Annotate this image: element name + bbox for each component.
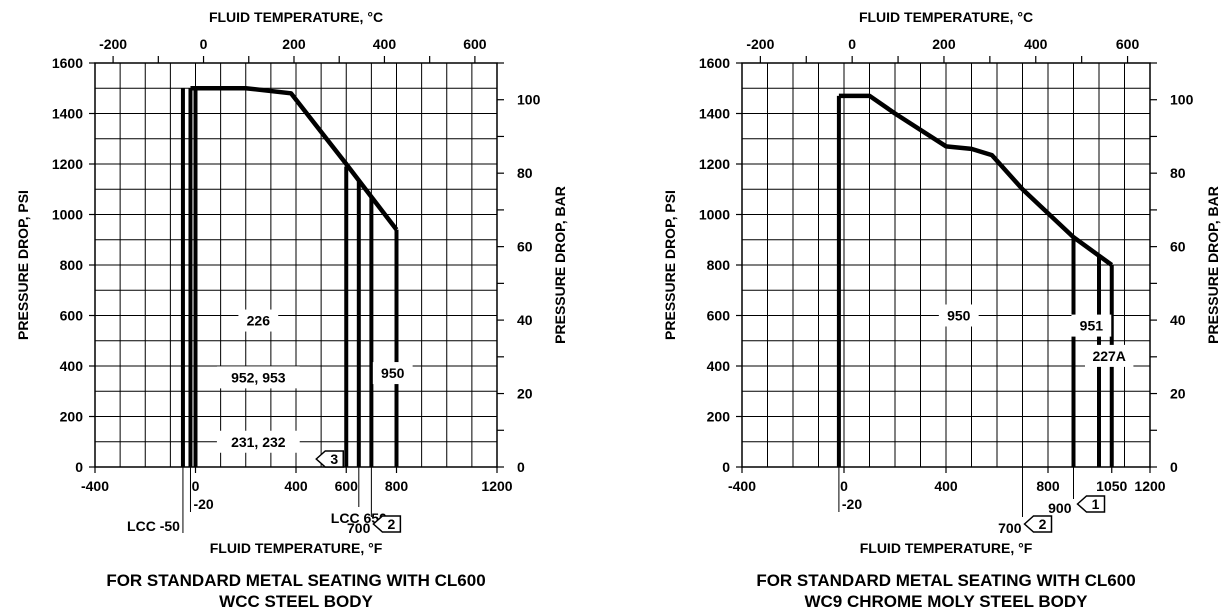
chart2-caption-line1: FOR STANDARD METAL SEATING WITH CL600 [756, 571, 1135, 590]
chart2-x-tick-label: 0 [840, 478, 848, 494]
chart2-y-tick-label: 400 [707, 358, 731, 374]
chart2-note-flag-number: 2 [1039, 516, 1047, 532]
chart1-region-label-bg [216, 366, 300, 389]
chart2-x-tick-label: 1200 [1134, 478, 1165, 494]
chart2-top-tick-label: -200 [746, 36, 774, 52]
chart1-top-tick-label: 600 [463, 36, 487, 52]
chart1-left-axis-title: PRESSURE DROP, PSI [15, 190, 31, 340]
chart2-bottom-axis-title: FLUID TEMPERATURE, °F [860, 540, 1033, 556]
chart2-x-tick-label: 800 [1036, 478, 1060, 494]
chart1-y-tick-label: 400 [60, 358, 84, 374]
chart1-bottom-axis-title: FLUID TEMPERATURE, °F [210, 540, 383, 556]
chart2-y-tick-label: 1200 [699, 156, 730, 172]
chart1-top-tick-label: 400 [373, 36, 397, 52]
chart2-y-tick-label: 1000 [699, 207, 730, 223]
chart2-right-axis-title: PRESSURE DROP, BAR [1205, 186, 1221, 344]
chart2-bar-tick-label: 80 [1170, 165, 1186, 181]
chart1-top-tick-label: -200 [99, 36, 127, 52]
chart2-region-label-bg [938, 304, 979, 327]
chart2-x-tick-label: 1050 [1096, 478, 1127, 494]
chart1-bar-tick-label: 40 [517, 312, 533, 328]
chart1-x-tick-label: 600 [335, 478, 359, 494]
chart1-x-tick-label: 0 [192, 478, 200, 494]
chart2-bottom-label: -20 [842, 496, 862, 512]
chart1-y-tick-label: 200 [60, 409, 84, 425]
chart1-top-tick-label: 200 [282, 36, 306, 52]
chart2-y-tick-label: 200 [707, 409, 731, 425]
chart2-region-label-bg [1085, 344, 1134, 367]
chart1-y-tick-label: 800 [60, 257, 84, 273]
chart1-note-flag-number: 2 [387, 516, 395, 532]
chart1-x-tick-label: -400 [81, 478, 109, 494]
chart1-envelope-curve [190, 86, 399, 232]
chart2-y-tick-label: 600 [707, 308, 731, 324]
chart2-caption-line2: WC9 CHROME MOLY STEEL BODY [804, 592, 1088, 611]
chart1-y-tick-label: 0 [75, 459, 83, 475]
chart2-top-tick-label: 200 [932, 36, 956, 52]
chart2-bottom-label: 900 [1048, 500, 1072, 516]
chart2-top-tick-label: 0 [848, 36, 856, 52]
chart2-note-flag-box [1023, 515, 1053, 533]
chart2-region-label: 951 [1080, 318, 1104, 334]
chart1-top-axis-title: FLUID TEMPERATURE, °C [209, 9, 383, 25]
chart2-note-flag-box [1076, 495, 1106, 513]
chart1-y-tick-label: 1600 [52, 55, 83, 71]
chart2-bar-tick-label: 100 [1170, 92, 1194, 108]
chart2-bottom-label: 700 [998, 520, 1022, 536]
chart2-region-label: 950 [947, 308, 971, 324]
chart2-bar-tick-label: 40 [1170, 312, 1186, 328]
chart1-bar-tick-label: 100 [517, 92, 541, 108]
chart2-bar-tick-label: 0 [1170, 459, 1178, 475]
chart2-top-tick-label: 400 [1024, 36, 1048, 52]
chart1-region-label: 226 [247, 313, 271, 329]
chart1-x-tick-label: 400 [284, 478, 308, 494]
chart2-left-axis-title: PRESSURE DROP, PSI [662, 190, 678, 340]
chart1-bar-tick-label: 20 [517, 386, 533, 402]
chart1-right-axis-title: PRESSURE DROP, BAR [552, 186, 568, 344]
chart1-top-tick-label: 0 [200, 36, 208, 52]
chart1-note-flag-box [372, 515, 402, 533]
chart1-x-tick-label: 800 [385, 478, 409, 494]
chart2-x-tick-label: 400 [934, 478, 958, 494]
chart2-y-tick-label: 800 [707, 257, 731, 273]
chart2-top-tick-label: 600 [1116, 36, 1140, 52]
chart2-x-tick-label: -400 [728, 478, 756, 494]
chart1-bottom-label: 700 [347, 520, 371, 536]
chart1-note-flag-number: 3 [330, 451, 338, 467]
chart1-caption-line2: WCC STEEL BODY [219, 592, 373, 611]
chart2-top-axis-title: FLUID TEMPERATURE, °C [859, 9, 1033, 25]
chart1-y-tick-label: 600 [60, 308, 84, 324]
chart1-bottom-label: LCC 650 [331, 510, 387, 526]
chart2-envelope-curve [838, 93, 1114, 267]
chart1-y-tick-label: 1400 [52, 106, 83, 122]
chart2-y-tick-label: 0 [722, 459, 730, 475]
chart2-region-label-bg [1071, 314, 1112, 337]
chart1-region-label: 950 [381, 365, 405, 381]
chart2-y-tick-label: 1400 [699, 106, 730, 122]
chart2-note-flag-number: 1 [1092, 496, 1100, 512]
chart1-bar-tick-label: 60 [517, 239, 533, 255]
chart1-bar-tick-label: 80 [517, 165, 533, 181]
chart1-y-tick-label: 1200 [52, 156, 83, 172]
chart1-note-flag-box [315, 450, 344, 468]
chart2-y-tick-label: 1600 [699, 55, 730, 71]
chart1-x-tick-label: 1200 [481, 478, 512, 494]
chart1-region-label-bg [216, 430, 300, 453]
chart1-bottom-label: -20 [193, 496, 213, 512]
chart1-caption-line1: FOR STANDARD METAL SEATING WITH CL600 [106, 571, 485, 590]
chart2-bar-tick-label: 60 [1170, 239, 1186, 255]
chart1-region-label: 231, 232 [231, 434, 286, 450]
chart2-bar-tick-label: 20 [1170, 386, 1186, 402]
chart1-region-label-bg [372, 362, 413, 385]
chart1-bar-tick-label: 0 [517, 459, 525, 475]
chart1-y-tick-label: 1000 [52, 207, 83, 223]
chart1-bottom-label: LCC -50 [127, 518, 180, 534]
chart2-region-label: 227A [1092, 348, 1125, 364]
chart1-region-label-bg [238, 309, 279, 332]
chart1-region-label: 952, 953 [231, 369, 286, 385]
